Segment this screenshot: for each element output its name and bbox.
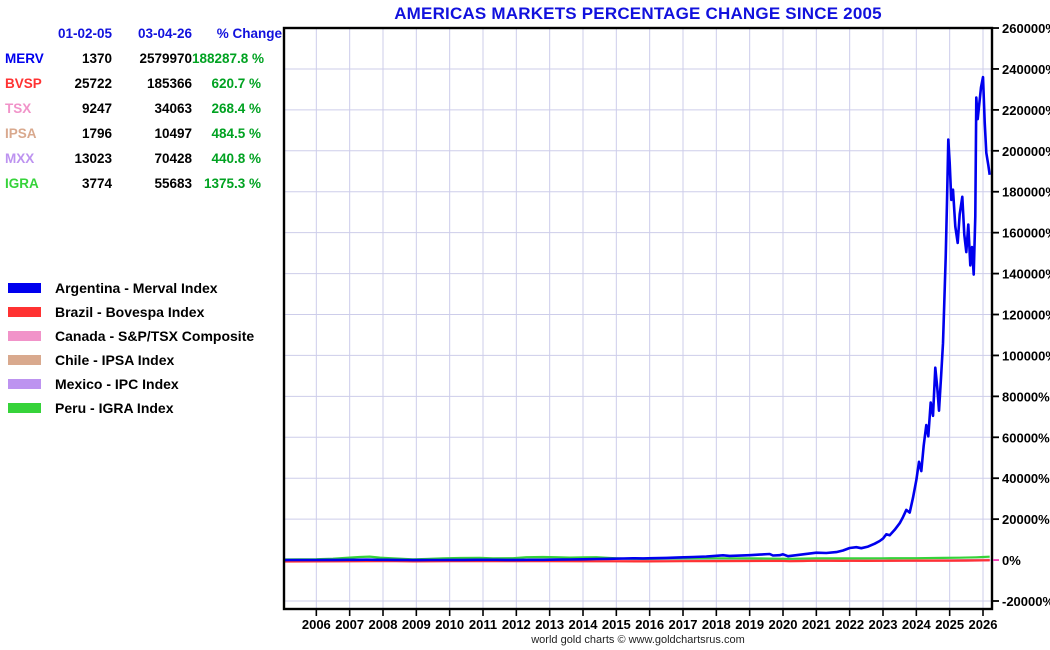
y-axis-tick-label: 240000%: [1002, 62, 1050, 77]
stats-start-igra: 3774: [81, 176, 112, 191]
legend-label-chile: Chile - IPSA Index: [55, 352, 175, 368]
stats-start-bvsp: 25722: [74, 76, 112, 91]
y-axis-tick-label: 60000%: [1002, 430, 1050, 445]
legend-item-canada: Canada - S&P/TSX Composite: [8, 324, 254, 348]
legend-label-argentina: Argentina - Merval Index: [55, 280, 218, 296]
y-axis-tick-label: 40000%: [1002, 471, 1050, 486]
x-axis-tick-label: 2008: [369, 617, 398, 632]
stats-change-merv: 188287.8 %: [192, 51, 265, 66]
y-axis-tick-label: 120000%: [1002, 308, 1050, 323]
series-line-merv: [282, 75, 991, 562]
x-axis-tick-label: 2018: [702, 617, 731, 632]
stats-end-bvsp: 185366: [146, 76, 192, 91]
stats-change-mxx: 440.8 %: [211, 151, 261, 166]
stats-start-mxx: 13023: [74, 151, 112, 166]
stats-change-igra: 1375.3 %: [203, 176, 261, 191]
x-axis-tick-label: 2023: [869, 617, 898, 632]
y-axis-tick-label: 20000%: [1002, 512, 1050, 527]
legend-color-swatch-canada: [8, 331, 41, 341]
x-axis-tick-label: 2013: [535, 617, 564, 632]
stats-change-tsx: 268.4 %: [211, 101, 261, 116]
stats-row-label-igra: IGRA: [5, 176, 39, 191]
legend-color-swatch-brazil: [8, 307, 41, 317]
stats-end-merv: 2579970: [139, 51, 192, 66]
copyright-caption: world gold charts © www.goldchartsrus.co…: [531, 634, 745, 646]
legend-color-swatch-peru: [8, 403, 41, 413]
y-axis-tick-label: 140000%: [1002, 267, 1050, 282]
legend-item-mexico: Mexico - IPC Index: [8, 372, 254, 396]
y-axis-tick-label: 0%: [1002, 553, 1021, 568]
legend-item-peru: Peru - IGRA Index: [8, 396, 254, 420]
x-axis-tick-label: 2010: [435, 617, 464, 632]
stats-change-ipsa: 484.5 %: [211, 126, 261, 141]
x-axis-tick-label: 2026: [969, 617, 998, 632]
stats-header-change: % Change: [216, 26, 282, 41]
legend-label-mexico: Mexico - IPC Index: [55, 376, 179, 392]
x-axis-tick-label: 2011: [469, 617, 497, 632]
legend-item-argentina: Argentina - Merval Index: [8, 276, 254, 300]
x-axis-tick-label: 2006: [302, 617, 331, 632]
stats-start-merv: 1370: [81, 51, 112, 66]
legend-color-swatch-argentina: [8, 283, 41, 293]
legend-color-swatch-chile: [8, 355, 41, 365]
x-axis-tick-label: 2024: [902, 617, 932, 632]
plot-border: [282, 26, 994, 611]
series-line-igra: [282, 555, 990, 561]
x-axis-tick-label: 2020: [769, 617, 798, 632]
stats-row-label-bvsp: BVSP: [5, 76, 42, 91]
y-axis-tick-label: 80000%: [1002, 389, 1050, 404]
x-axis-tick-label: 2007: [335, 617, 364, 632]
y-axis-tick-label: -20000%: [1002, 594, 1050, 609]
x-axis-tick-label: 2017: [669, 617, 698, 632]
legend-item-brazil: Brazil - Bovespa Index: [8, 300, 254, 324]
legend-label-canada: Canada - S&P/TSX Composite: [55, 328, 255, 344]
x-axis-tick-label: 2025: [935, 617, 964, 632]
stats-start-tsx: 9247: [81, 101, 112, 116]
stats-start-ipsa: 1796: [81, 126, 112, 141]
stats-end-igra: 55683: [154, 176, 192, 191]
legend-label-peru: Peru - IGRA Index: [55, 400, 174, 416]
chart-title: AMERICAS MARKETS PERCENTAGE CHANGE SINCE…: [394, 4, 882, 23]
stats-end-mxx: 70428: [154, 151, 192, 166]
legend-item-chile: Chile - IPSA Index: [8, 348, 254, 372]
stats-header-start-date: 01-02-05: [57, 26, 112, 41]
x-axis-tick-label: 2019: [735, 617, 764, 632]
y-axis-tick-label: 220000%: [1002, 103, 1050, 118]
x-axis-tick-label: 2009: [402, 617, 431, 632]
stats-change-bvsp: 620.7 %: [211, 76, 261, 91]
stats-table: 01-02-05 03-04-26 % Change MERV 1370 257…: [2, 21, 282, 196]
legend: Argentina - Merval Index Brazil - Bovesp…: [8, 276, 254, 420]
stats-row-label-merv: MERV: [5, 51, 44, 66]
stats-row-label-tsx: TSX: [5, 101, 32, 116]
stats-header-end-date: 03-04-26: [137, 26, 192, 41]
x-axis-tick-label: 2014: [569, 617, 599, 632]
y-axis-tick-label: 160000%: [1002, 226, 1050, 241]
stats-end-tsx: 34063: [154, 101, 192, 116]
stats-row-label-mxx: MXX: [5, 151, 35, 166]
y-axis-tick-label: 260000%: [1002, 21, 1050, 36]
x-axis-tick-label: 2022: [835, 617, 864, 632]
x-axis-tick-label: 2015: [602, 617, 631, 632]
x-axis-tick-label: 2012: [502, 617, 531, 632]
x-axis-tick-label: 2016: [635, 617, 664, 632]
y-axis-tick-label: 200000%: [1002, 144, 1050, 159]
stats-row-label-ipsa: IPSA: [5, 126, 37, 141]
legend-label-brazil: Brazil - Bovespa Index: [55, 304, 205, 320]
legend-color-swatch-mexico: [8, 379, 41, 389]
x-axis-tick-label: 2021: [802, 617, 831, 632]
stats-end-ipsa: 10497: [154, 126, 192, 141]
y-axis-tick-label: 180000%: [1002, 185, 1050, 200]
y-axis-tick-label: 100000%: [1002, 348, 1050, 363]
